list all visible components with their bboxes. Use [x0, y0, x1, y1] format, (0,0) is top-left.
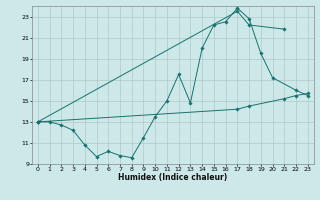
X-axis label: Humidex (Indice chaleur): Humidex (Indice chaleur)	[118, 173, 228, 182]
